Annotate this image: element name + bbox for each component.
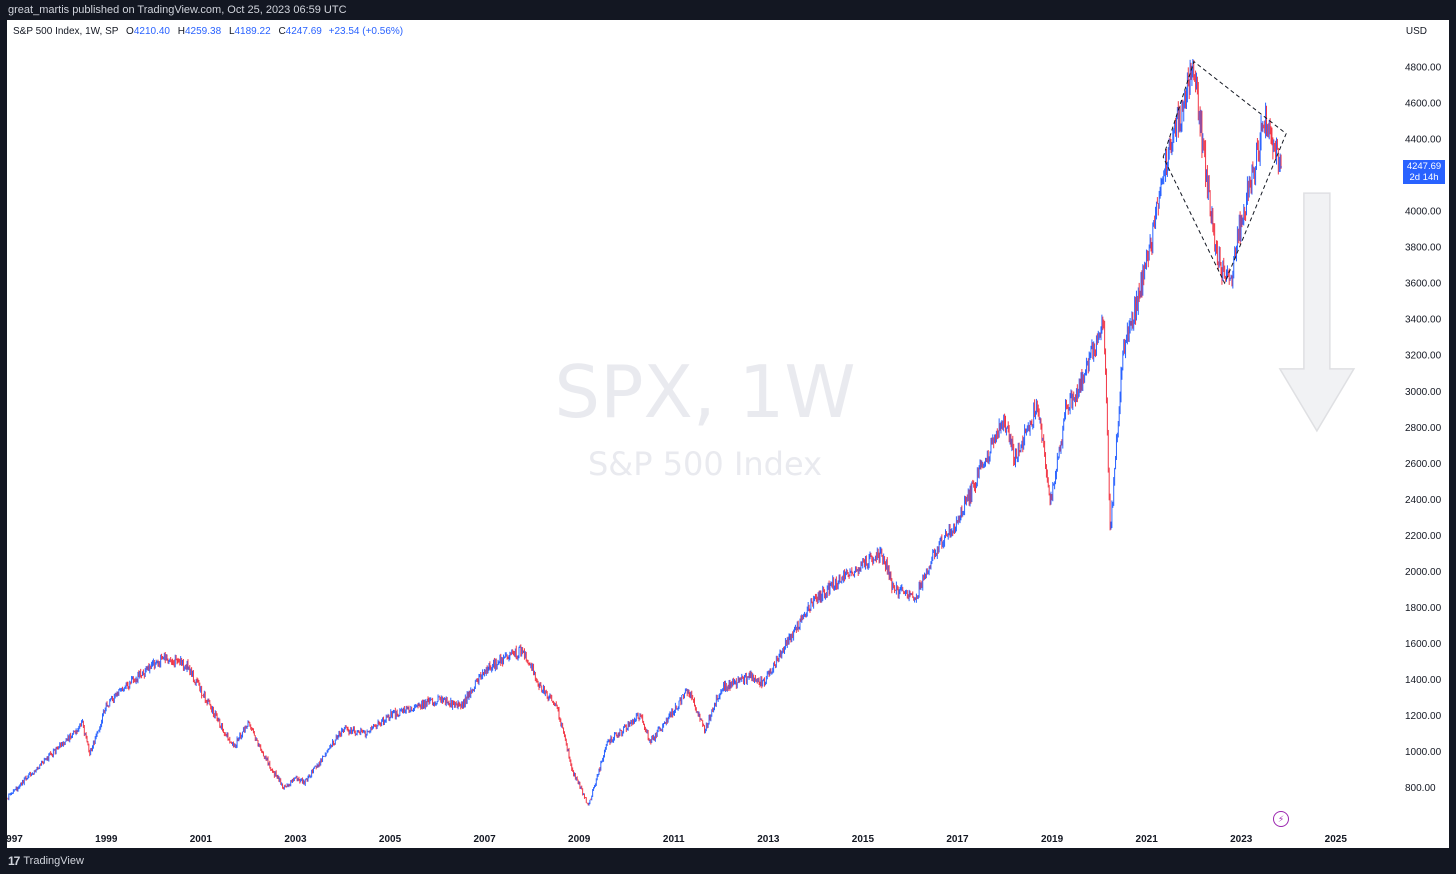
y-tick-label: 2800.00 <box>1405 423 1442 434</box>
y-tick-label: 2000.00 <box>1405 567 1442 578</box>
last-price-value: 4247.69 <box>1406 160 1442 172</box>
y-tick-label: 3600.00 <box>1405 279 1442 290</box>
symbol-legend[interactable]: S&P 500 Index, 1W, SP O4210.40 H4259.38 … <box>13 26 403 37</box>
y-tick-label: 2200.00 <box>1405 531 1442 542</box>
legend-change: +23.54 (+0.56%) <box>328 26 404 37</box>
x-tick-label: 1997 <box>7 834 23 845</box>
legend-symbol: S&P 500 Index, 1W, SP <box>13 26 119 37</box>
x-tick-label: 2001 <box>190 834 213 845</box>
legend-high: 4259.38 <box>185 26 222 37</box>
last-price-tag: 4247.69 2d 14h <box>1403 159 1445 184</box>
lightning-icon[interactable]: ⚡ <box>1273 811 1289 827</box>
x-tick-label: 2023 <box>1230 834 1253 845</box>
y-tick-label: 4600.00 <box>1405 99 1442 110</box>
legend-open-label: O <box>126 26 134 37</box>
y-tick-label: 4000.00 <box>1405 207 1442 218</box>
price-chart[interactable]: 800.00 1000.00 1200.00 1400.00 1600.00 1800.0… <box>7 20 1449 848</box>
x-tick-label: 2003 <box>284 834 307 845</box>
candle-series <box>7 58 1282 806</box>
y-tick-label: 4800.00 <box>1405 63 1442 74</box>
chart-frame[interactable]: SPX, 1W S&P 500 Index 800.00 1000.00 1200.… <box>7 20 1449 848</box>
y-tick-label: 1200.00 <box>1405 711 1442 722</box>
y-tick-label: 1400.00 <box>1405 675 1442 686</box>
publish-text: great_martis published on TradingView.co… <box>8 4 347 16</box>
x-tick-label: 2007 <box>473 834 496 845</box>
y-tick-label: 4400.00 <box>1405 135 1442 146</box>
bar-countdown: 2d 14h <box>1409 171 1439 183</box>
time-axis-ticks: 1997 1999 2001 2003 2005 2007 2009 2011 2013 2015… <box>7 834 1347 845</box>
tradingview-brand: TradingView <box>23 855 84 867</box>
x-tick-label: 2017 <box>946 834 969 845</box>
publish-header: great_martis published on TradingView.co… <box>0 0 1456 20</box>
tradingview-logo[interactable]: 17 TradingView <box>8 848 84 874</box>
y-tick-label: 1000.00 <box>1405 747 1442 758</box>
legend-high-label: H <box>177 26 185 37</box>
footer: 17 TradingView <box>0 848 1456 874</box>
drawing-layer <box>1162 60 1356 433</box>
x-tick-label: 2005 <box>379 834 402 845</box>
legend-close: 4247.69 <box>285 26 322 37</box>
x-tick-label: 2025 <box>1325 834 1348 845</box>
y-tick-label: 3400.00 <box>1405 315 1442 326</box>
tradingview-logo-icon: 17 <box>8 854 20 868</box>
x-tick-label: 1999 <box>95 834 118 845</box>
y-tick-label: 2400.00 <box>1405 495 1442 506</box>
y-tick-label: 3800.00 <box>1405 243 1442 254</box>
y-tick-label: 800.00 <box>1405 783 1436 794</box>
y-tick-label: 3200.00 <box>1405 351 1442 362</box>
diamond-pattern[interactable] <box>1162 60 1287 285</box>
y-tick-label: 2600.00 <box>1405 459 1442 470</box>
x-tick-label: 2015 <box>852 834 875 845</box>
x-tick-label: 2013 <box>757 834 780 845</box>
x-tick-label: 2019 <box>1041 834 1064 845</box>
legend-close-label: C <box>278 26 286 37</box>
x-tick-label: 2009 <box>568 834 591 845</box>
currency-label[interactable]: USD <box>1405 26 1427 37</box>
legend-low-label: L <box>228 26 235 37</box>
y-tick-label: 1800.00 <box>1405 603 1442 614</box>
x-tick-label: 2021 <box>1136 834 1159 845</box>
legend-low: 4189.22 <box>234 26 271 37</box>
x-tick-label: 2011 <box>663 834 685 845</box>
legend-open: 4210.40 <box>133 26 170 37</box>
y-tick-label: 3000.00 <box>1405 387 1442 398</box>
watermark-subtitle: S&P 500 Index <box>587 445 823 483</box>
y-tick-label: 1600.00 <box>1405 639 1442 650</box>
watermark-title: SPX, 1W <box>554 350 856 434</box>
down-arrow[interactable] <box>1278 192 1356 433</box>
